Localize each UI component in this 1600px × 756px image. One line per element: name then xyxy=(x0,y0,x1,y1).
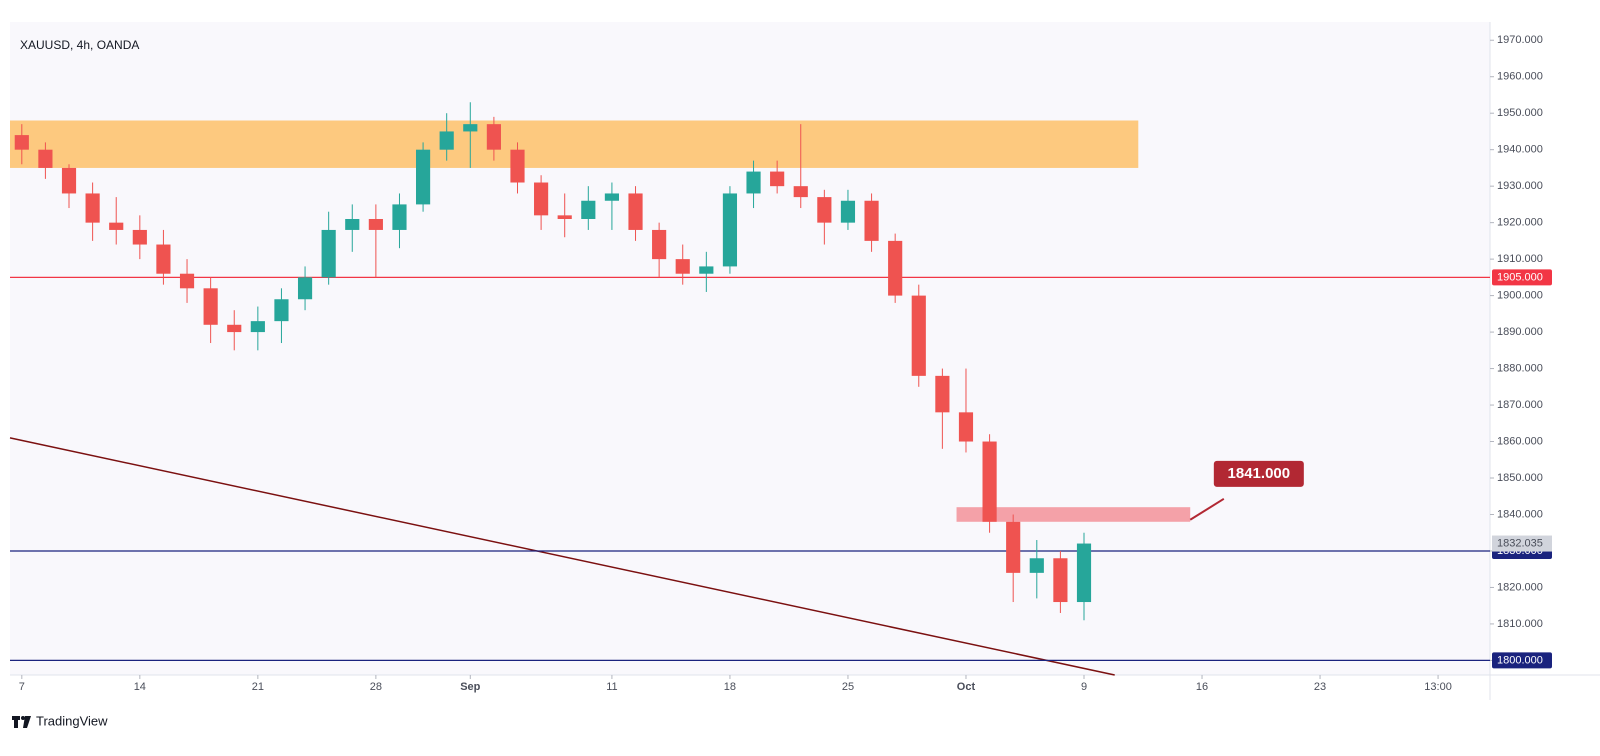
candle-body xyxy=(1006,521,1021,573)
candle-body xyxy=(203,288,218,325)
x-tick-label: 11 xyxy=(606,681,617,693)
x-tick-label: 16 xyxy=(1196,681,1208,693)
candle-body xyxy=(746,171,761,194)
x-tick-label: 9 xyxy=(1081,681,1087,693)
candle-body xyxy=(297,277,313,300)
candle-body xyxy=(486,124,501,150)
x-tick-label: 25 xyxy=(842,681,854,693)
candle-body xyxy=(1029,558,1044,573)
price-label-bg xyxy=(1492,652,1552,669)
candle-body xyxy=(840,200,856,223)
candle-body xyxy=(274,299,289,322)
price-label: 1905.000 xyxy=(1497,271,1543,283)
x-tick-label: 13:00 xyxy=(1424,681,1452,693)
x-tick-label: 14 xyxy=(134,681,146,693)
candle-body xyxy=(1053,558,1068,603)
plot-area xyxy=(10,22,1490,675)
price-label-bg xyxy=(1492,269,1552,286)
x-tick-label: 7 xyxy=(19,681,25,693)
x-tick-label: 28 xyxy=(370,681,382,693)
y-tick-label: 1970.000 xyxy=(1497,34,1543,46)
candle-body xyxy=(109,222,124,230)
candle-body xyxy=(463,124,478,132)
last-price-bg xyxy=(1492,535,1552,552)
x-tick-label: Oct xyxy=(957,681,976,693)
candle-body xyxy=(368,218,383,230)
candle-body xyxy=(227,324,242,333)
y-tick-label: 1960.000 xyxy=(1497,71,1543,83)
candle-body xyxy=(321,229,336,278)
y-tick-label: 1920.000 xyxy=(1497,217,1543,229)
trendline xyxy=(9,437,1115,676)
zone xyxy=(10,120,1139,168)
y-tick-label: 1860.000 xyxy=(1497,435,1543,447)
candle-body xyxy=(888,240,903,296)
candle-body xyxy=(345,218,360,230)
y-tick-label: 1930.000 xyxy=(1497,180,1543,192)
candle-body xyxy=(604,193,619,201)
logo xyxy=(12,716,31,728)
candle-body xyxy=(38,149,53,168)
y-tick-label: 1890.000 xyxy=(1497,326,1543,338)
candle-body xyxy=(510,149,525,183)
callout-pointer xyxy=(1189,497,1225,521)
y-tick-label: 1880.000 xyxy=(1497,362,1543,374)
zone xyxy=(956,507,1191,522)
x-tick-label: 21 xyxy=(252,681,264,693)
candle-body xyxy=(675,259,690,274)
callout-box xyxy=(1213,460,1304,487)
y-tick-label: 1870.000 xyxy=(1497,399,1543,411)
x-tick-label: 18 xyxy=(724,681,736,693)
candle-body xyxy=(628,193,643,230)
candle-body xyxy=(439,131,454,150)
candle-body xyxy=(156,244,171,274)
callout-label: 1841.000 xyxy=(1228,465,1291,482)
candle-body xyxy=(415,149,431,205)
y-tick-label: 1810.000 xyxy=(1497,618,1543,630)
y-tick-label: 1900.000 xyxy=(1497,290,1543,302)
candle-body xyxy=(85,193,100,223)
candle-body xyxy=(958,412,974,442)
brand: TradingView xyxy=(36,713,108,728)
candle-body xyxy=(652,229,667,260)
y-tick-label: 1820.000 xyxy=(1497,581,1543,593)
candle-body xyxy=(250,321,265,333)
candle-body xyxy=(982,441,997,522)
y-tick-label: 1940.000 xyxy=(1497,144,1543,156)
candle-body xyxy=(722,193,738,267)
candle-body xyxy=(770,171,785,187)
last-price-label: 1832.035 xyxy=(1497,537,1543,549)
y-tick-label: 1850.000 xyxy=(1497,472,1543,484)
candle-body xyxy=(1076,543,1092,603)
candle-body xyxy=(179,273,195,289)
candle-body xyxy=(14,135,29,150)
candle-body xyxy=(534,182,549,216)
candle-body xyxy=(817,197,832,223)
chart-title: XAUUSD, 4h, OANDA xyxy=(20,38,139,52)
candle-body xyxy=(557,215,572,219)
y-tick-label: 1910.000 xyxy=(1497,253,1543,265)
price-label: 1800.000 xyxy=(1497,654,1543,666)
candle-body xyxy=(61,167,77,194)
x-tick-label: Sep xyxy=(460,681,480,693)
candle-body xyxy=(864,200,879,241)
candle-body xyxy=(581,200,596,219)
candle-body xyxy=(911,295,926,376)
candle-body xyxy=(699,266,714,274)
candle-body xyxy=(935,375,950,413)
candle-body xyxy=(793,186,808,198)
y-tick-label: 1950.000 xyxy=(1497,107,1543,119)
y-tick-label: 1840.000 xyxy=(1497,508,1543,520)
x-tick-label: 23 xyxy=(1314,681,1326,693)
candle-body xyxy=(132,229,147,245)
candle-body xyxy=(392,204,407,230)
